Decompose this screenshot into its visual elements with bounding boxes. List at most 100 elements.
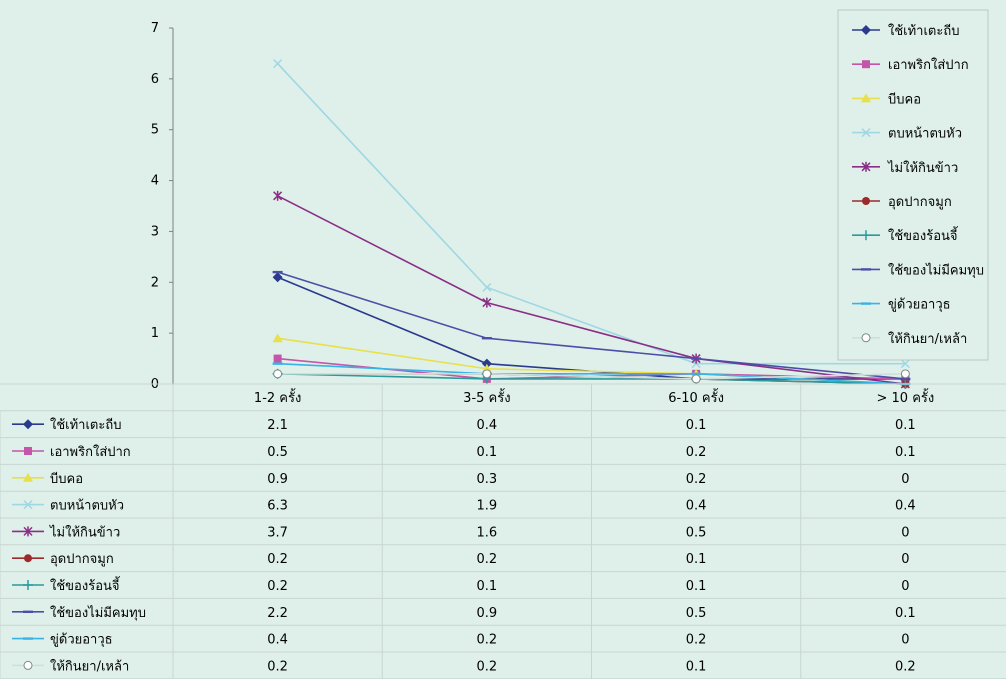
- table-row-label: ตบหน้าตบหัว: [50, 499, 124, 514]
- data-value-label: 0: [901, 579, 909, 594]
- data-value-label: 0.2: [895, 659, 916, 674]
- legend-key-marker: [861, 128, 871, 138]
- table-row-label: ใช้เท้าเตะถีบ: [50, 417, 121, 433]
- data-value-label: 0.1: [895, 418, 916, 433]
- series-line: [277, 271, 906, 380]
- data-value-label: 2.1: [267, 418, 288, 433]
- series-line: [277, 63, 906, 365]
- series-lines: [277, 63, 906, 385]
- data-value-label: 0.2: [477, 633, 498, 648]
- data-value-label: 0.1: [895, 445, 916, 460]
- table-legend-key-marker: [23, 580, 33, 590]
- legend-key-marker: [861, 268, 871, 271]
- legend-item-label: ให้กินยา/เหล้า: [888, 331, 967, 347]
- data-point: [273, 190, 283, 201]
- legend-key-marker: [861, 161, 871, 172]
- table-row-label: บีบคอ: [50, 471, 83, 487]
- legend-item-label: เอาพริกใส่ปาก: [888, 57, 969, 73]
- data-value-label: 0.3: [477, 472, 498, 487]
- table-row-label: ไม่ให้กินข้าว: [49, 524, 120, 540]
- legend-item-label: อุดปากจมูก: [888, 195, 952, 210]
- data-value-label: 0: [901, 552, 909, 567]
- data-point: [691, 372, 702, 376]
- data-value-label: 0.4: [895, 499, 916, 514]
- data-point: [482, 369, 492, 379]
- data-point: [273, 59, 283, 69]
- data-table: 1-2 ครั้ง 3-5 ครั้ง 6-10 ครั้ง > 10 ครั้งใช…: [0, 383, 1006, 679]
- legend-item-label: ไม่ให้กินข้าว: [887, 160, 958, 176]
- legend-key-marker: [861, 333, 871, 343]
- table-legend-key-marker: [23, 637, 33, 640]
- legend-key-marker: [861, 230, 871, 241]
- data-point: [272, 270, 283, 274]
- data-value-label: 0.1: [686, 659, 707, 674]
- y-tick-label: 1: [151, 326, 159, 341]
- legend: ใช้เท้าเตะถีบเอาพริกใส่ปากบีบคอตบหน้าตบห…: [837, 9, 989, 361]
- table-row-label: ขู่ด้วยอาวุธ: [50, 633, 113, 648]
- data-value-label: 0.2: [477, 552, 498, 567]
- data-point: [900, 377, 911, 381]
- data-value-label: 0.1: [477, 579, 498, 594]
- data-point: [273, 354, 282, 363]
- table-legend-key-marker: [23, 526, 33, 537]
- table-legend-key-marker: [24, 554, 32, 563]
- table-row-label: ใช้ของไม่มีคมทุบ: [50, 605, 146, 621]
- legend-item-label: ตบหน้าตบหัว: [888, 127, 962, 142]
- x-category-label: 3-5 ครั้ง: [463, 388, 510, 406]
- data-value-label: 0.4: [686, 499, 707, 514]
- data-value-label: 6.3: [267, 499, 288, 514]
- y-tick-label: 2: [151, 275, 159, 290]
- y-tick-label: 3: [151, 224, 159, 239]
- table-row-label: ให้กินยา/เหล้า: [50, 658, 129, 674]
- data-value-label: 0.5: [686, 525, 707, 540]
- data-value-label: 0.5: [686, 606, 707, 621]
- data-point: [900, 359, 910, 369]
- y-tick-label: 6: [151, 72, 159, 87]
- table-legend-key-marker: [23, 472, 33, 482]
- data-value-label: 0.1: [895, 606, 916, 621]
- table-legend-key-marker: [23, 500, 33, 510]
- data-point: [273, 369, 283, 379]
- data-value-label: 0.1: [686, 552, 707, 567]
- data-point: [481, 358, 492, 369]
- legend-key-marker: [862, 60, 870, 69]
- data-value-label: 0.2: [686, 472, 707, 487]
- series-line: [277, 373, 906, 385]
- data-value-label: 0.9: [267, 472, 288, 487]
- legend-item-label: ใช้ของไม่มีคมทุบ: [888, 262, 984, 278]
- data-point: [482, 297, 492, 308]
- legend-item-label: ใช้ของร้อนจี้: [888, 226, 959, 244]
- data-point: [272, 333, 283, 343]
- legend-key-marker: [861, 302, 871, 305]
- legend-item-label: ขู่ด้วยอาวุธ: [888, 298, 951, 313]
- legend-key-marker: [861, 93, 871, 103]
- data-value-label: 0.2: [686, 633, 707, 648]
- table-row-label: อุดปากจมูก: [50, 552, 114, 567]
- table-row-label: เอาพริกใส่ปาก: [50, 444, 131, 460]
- data-value-label: 0.9: [477, 606, 498, 621]
- data-value-label: 0.1: [686, 418, 707, 433]
- data-value-label: 0.2: [267, 552, 288, 567]
- series-line: [277, 373, 906, 380]
- data-value-label: 0.4: [477, 418, 498, 433]
- data-point: [482, 282, 492, 292]
- data-value-label: 2.2: [267, 606, 288, 621]
- legend-key-marker: [862, 197, 870, 205]
- y-tick-label: 5: [151, 123, 159, 138]
- data-value-label: 0.2: [477, 659, 498, 674]
- data-value-label: 0: [901, 472, 909, 487]
- data-value-label: 0.1: [686, 579, 707, 594]
- data-value-label: 0.2: [267, 579, 288, 594]
- data-point: [272, 272, 283, 283]
- legend-item-label: บีบคอ: [888, 91, 921, 107]
- data-value-label: 3.7: [267, 525, 288, 540]
- data-value-label: 1.6: [477, 525, 498, 540]
- data-value-label: 0.2: [267, 659, 288, 674]
- data-point: [691, 374, 701, 384]
- legend-item-label: ใช้เท้าเตะถีบ: [888, 23, 959, 39]
- data-value-label: 1.9: [477, 499, 498, 514]
- data-value-label: 0: [901, 633, 909, 648]
- y-tick-label: 7: [151, 21, 159, 36]
